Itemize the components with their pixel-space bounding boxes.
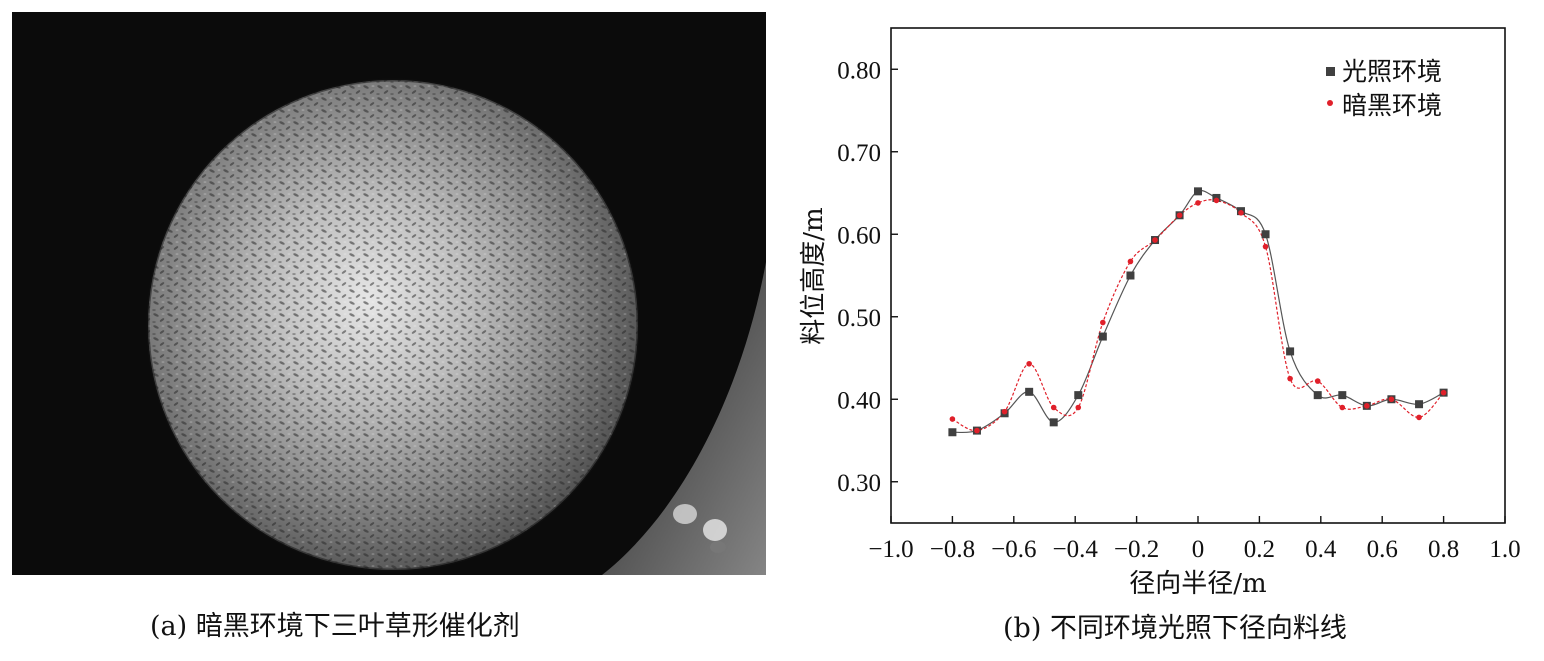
point-dark-2	[1001, 408, 1008, 415]
series-line-0	[952, 190, 1444, 434]
x-tick-label: 0.8	[1428, 536, 1459, 563]
point-dark-8	[1152, 237, 1158, 243]
panel-a-caption: (a) 暗黑环境下三叶草形催化剂	[150, 611, 520, 642]
point-dark-16	[1339, 404, 1346, 411]
y-tick-label: 0.30	[837, 470, 881, 497]
point-light-5	[1074, 391, 1083, 400]
y-tick-label: 0.60	[837, 222, 881, 249]
panel-b-caption: (b) 不同环境光照下径向料线	[1003, 613, 1347, 644]
legend-marker-dark	[1327, 100, 1333, 106]
x-tick-label: 1.0	[1489, 536, 1520, 563]
point-dark-0	[949, 416, 956, 422]
point-light-19	[1415, 400, 1424, 409]
point-light-10	[1194, 187, 1202, 196]
y-tick-label: 0.70	[837, 140, 881, 167]
legend-label-dark: 暗黑环境	[1342, 91, 1442, 120]
point-dark-10	[1195, 200, 1201, 206]
x-tick-label: −0.6	[991, 536, 1036, 563]
point-dark-7	[1127, 258, 1134, 265]
point-dark-3	[1026, 360, 1032, 367]
x-axis-title: 径向半径/m	[1129, 569, 1266, 599]
legend: 光照环境 暗黑环境	[1326, 57, 1442, 120]
point-dark-20	[1440, 389, 1447, 396]
point-dark-4	[1050, 404, 1057, 411]
y-axis-ticks: 0.30 0.40 0.50 0.60 0.70 0.80	[837, 57, 898, 497]
x-tick-label: −0.4	[1053, 536, 1099, 563]
point-dark-19	[1416, 414, 1422, 421]
point-light-16	[1338, 391, 1347, 400]
point-dark-11	[1213, 197, 1220, 204]
y-tick-label: 0.40	[837, 387, 881, 414]
point-dark-9	[1176, 212, 1183, 219]
legend-marker-light	[1326, 67, 1335, 76]
series-points	[948, 187, 1448, 437]
x-tick-label: 0	[1192, 536, 1205, 563]
point-dark-5	[1075, 404, 1082, 411]
point-light-13	[1261, 230, 1270, 239]
point-dark-1	[974, 427, 980, 434]
point-light-3	[1025, 387, 1034, 396]
point-light-6	[1098, 332, 1107, 341]
x-tick-label: 0.4	[1305, 536, 1337, 563]
y-tick-label: 0.80	[837, 57, 881, 84]
x-tick-label: −0.2	[1114, 536, 1159, 563]
point-light-7	[1126, 271, 1135, 280]
point-dark-15	[1314, 378, 1321, 384]
x-axis-ticks: −1.0 −0.8 −0.6 −0.4 −0.2 0 0.2 0.4 0.6 0.8 1.0	[868, 516, 1521, 563]
x-tick-label: −1.0	[868, 536, 913, 563]
point-light-0	[948, 428, 957, 437]
x-tick-label: 0.2	[1244, 536, 1275, 563]
legend-label-light: 光照环境	[1342, 57, 1442, 86]
point-dark-12	[1238, 210, 1244, 216]
x-tick-label: 0.6	[1367, 536, 1398, 563]
point-dark-18	[1388, 396, 1395, 403]
point-dark-13	[1262, 243, 1269, 250]
catalyst-photo	[12, 12, 766, 575]
point-light-15	[1313, 391, 1322, 400]
point-light-14	[1286, 347, 1295, 356]
y-axis-title: 料位高度/m	[799, 207, 829, 344]
series-line-1	[952, 199, 1445, 432]
point-dark-17	[1364, 403, 1370, 409]
point-light-4	[1049, 418, 1058, 427]
series-lines	[952, 190, 1445, 434]
x-tick-label: −0.8	[930, 536, 975, 563]
point-dark-14	[1287, 375, 1293, 382]
y-tick-label: 0.50	[837, 305, 881, 332]
point-dark-6	[1100, 319, 1106, 326]
